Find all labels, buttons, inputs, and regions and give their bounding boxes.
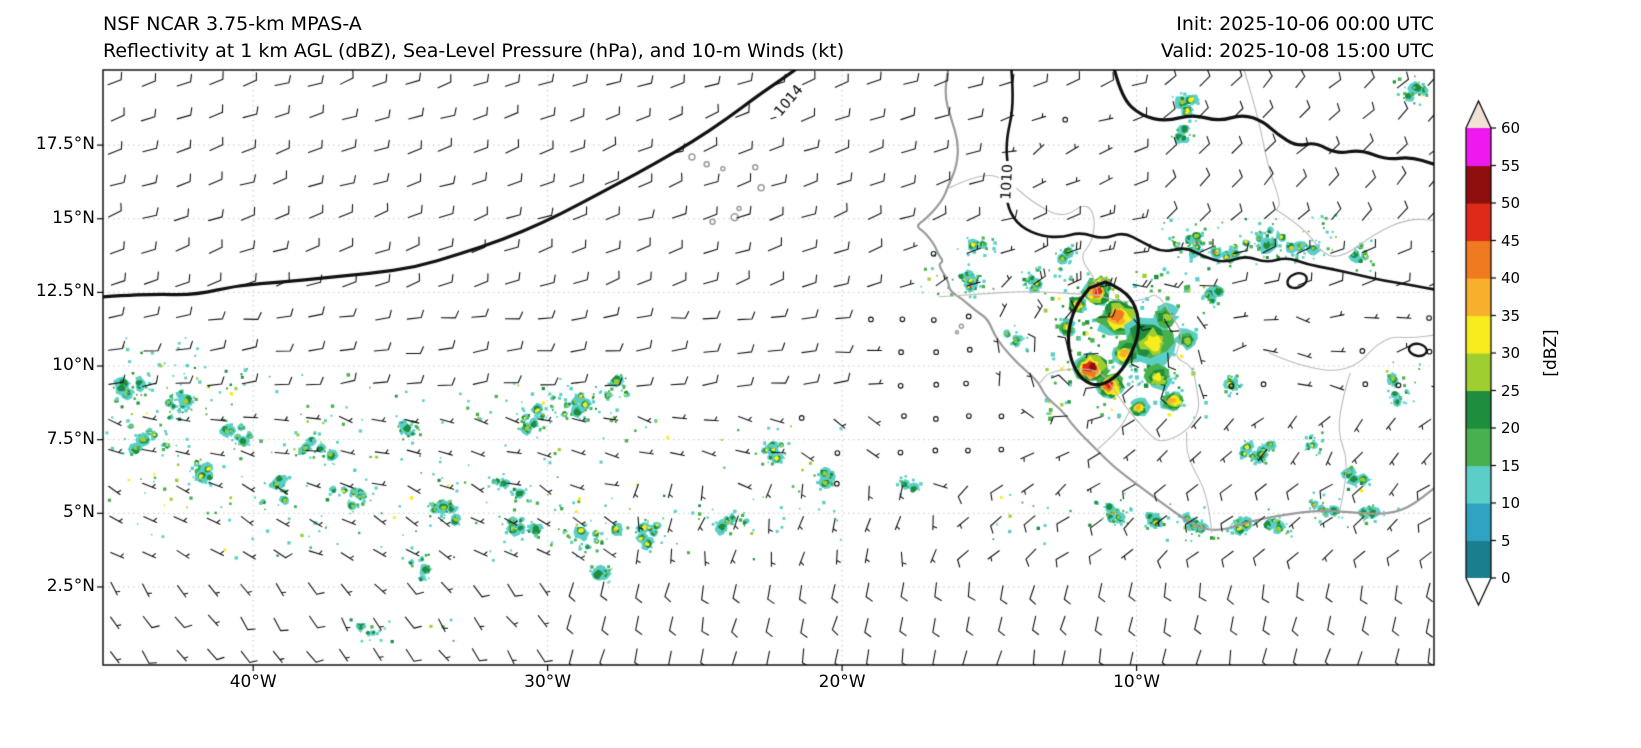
y-axis-tick-label: 2.5°N	[46, 575, 95, 596]
y-axis-tick-label: 17.5°N	[35, 134, 95, 155]
x-axis-tick-label: 10°W	[1113, 672, 1161, 692]
colorbar-tick-label: 40	[1501, 269, 1521, 287]
plot-subtitle: Reflectivity at 1 km AGL (dBZ), Sea-Leve…	[103, 40, 845, 62]
valid-time: Valid: 2025-10-08 15:00 UTC	[1160, 40, 1434, 62]
x-axis-tick-label: 20°W	[818, 672, 866, 692]
colorbar-tick-label: 5	[1501, 531, 1511, 550]
colorbar-tick-label: 35	[1501, 306, 1521, 325]
y-axis-tick-label: 5°N	[62, 502, 95, 523]
init-time: Init: 2025-10-06 00:00 UTC	[1176, 13, 1434, 35]
colorbar-tick-label: 60	[1501, 119, 1521, 137]
colorbar-tick-label: 30	[1501, 344, 1521, 362]
colorbar-tick-label: 25	[1501, 381, 1521, 400]
colorbar-tick-label: 10	[1501, 494, 1521, 512]
colorbar-tick-label: 0	[1501, 569, 1511, 587]
colorbar-tick-label: 55	[1501, 156, 1521, 175]
y-axis-tick-label: 10°N	[52, 355, 95, 376]
y-axis-tick-label: 12.5°N	[35, 281, 95, 302]
plot-header-left: NSF NCAR 3.75-km MPAS-A Reflectivity at …	[103, 11, 844, 65]
y-axis-tick-label: 7.5°N	[46, 428, 95, 449]
y-axis-tick-label: 15°N	[52, 207, 95, 228]
colorbar-tick-label: 15	[1501, 456, 1521, 475]
model-title: NSF NCAR 3.75-km MPAS-A	[103, 13, 362, 35]
colorbar-tick-label: 20	[1501, 419, 1521, 437]
colorbar-tick-label: 45	[1501, 231, 1521, 250]
plot-header-right: Init: 2025-10-06 00:00 UTC Valid: 2025-1…	[1161, 11, 1434, 65]
colorbar-axis-label: [dBZ]	[1541, 329, 1561, 377]
x-axis-tick-label: 30°W	[524, 672, 572, 692]
x-axis-tick-label: 40°W	[229, 672, 277, 692]
colorbar-tick-label: 50	[1501, 194, 1521, 212]
